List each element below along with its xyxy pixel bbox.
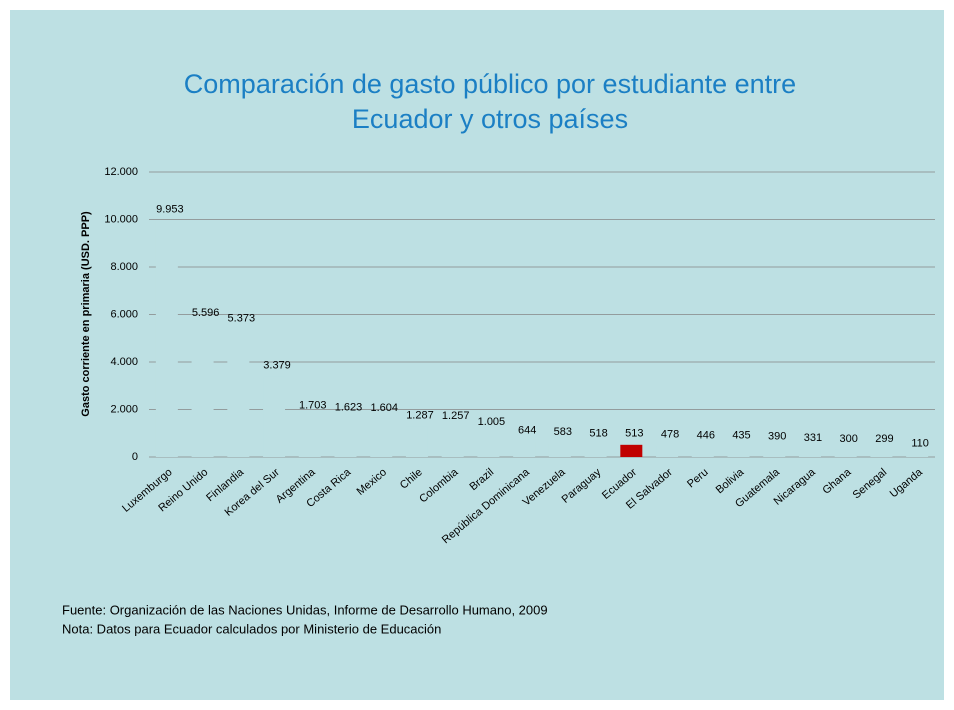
bar (763, 447, 786, 457)
bar (620, 444, 643, 457)
data-label: 331 (804, 432, 822, 444)
data-label: 518 (589, 428, 607, 440)
source-note: Nota: Datos para Ecuador calculados por … (62, 621, 441, 636)
bar (584, 444, 607, 457)
chart-title: Ecuador y otros países (352, 104, 628, 134)
data-label: 583 (554, 426, 572, 438)
bar (441, 427, 464, 457)
bar (691, 446, 714, 457)
data-label: 9.953 (156, 204, 184, 216)
data-label: 644 (518, 425, 536, 437)
data-label: 478 (661, 429, 679, 441)
data-label: 1.623 (335, 401, 363, 413)
bar (334, 418, 357, 457)
bar (656, 445, 679, 457)
bar (155, 220, 178, 457)
bar (370, 418, 393, 457)
bar (405, 426, 428, 457)
chart-title: Comparación de gasto público por estudia… (184, 69, 796, 99)
data-label: 110 (911, 437, 929, 449)
data-label: 1.005 (478, 416, 506, 428)
bar (798, 449, 821, 457)
data-label: 1.287 (406, 409, 434, 421)
bar (263, 376, 286, 457)
data-label: 5.596 (192, 307, 220, 319)
y-tick-label: 10.000 (104, 213, 138, 225)
data-label: 3.379 (263, 360, 291, 372)
bar (548, 443, 571, 457)
data-label: 5.373 (228, 312, 256, 324)
bar (477, 433, 500, 457)
bar (727, 446, 750, 457)
bar (298, 416, 321, 457)
y-tick-label: 12.000 (104, 166, 138, 178)
y-tick-label: 6.000 (110, 308, 138, 320)
y-tick-label: 8.000 (110, 261, 138, 273)
y-tick-label: 4.000 (110, 356, 138, 368)
y-tick-label: 0 (132, 451, 138, 463)
y-axis-title: Gasto corriente en primaria (USD. PPP) (80, 211, 92, 417)
bar (870, 449, 893, 457)
bar (227, 329, 250, 457)
bar (834, 449, 857, 457)
data-label: 390 (768, 431, 786, 443)
data-label: 435 (732, 430, 750, 442)
y-tick-label: 2.000 (110, 403, 138, 415)
data-label: 300 (840, 433, 858, 445)
source-note: Fuente: Organización de las Naciones Uni… (62, 602, 548, 617)
data-label: 1.703 (299, 399, 327, 411)
bar (513, 441, 536, 457)
data-label: 1.604 (370, 402, 398, 414)
data-label: 446 (697, 429, 715, 441)
data-label: 513 (625, 428, 643, 440)
data-label: 1.257 (442, 410, 470, 422)
bar (191, 324, 214, 457)
bar (906, 454, 929, 457)
data-label: 299 (875, 433, 893, 445)
